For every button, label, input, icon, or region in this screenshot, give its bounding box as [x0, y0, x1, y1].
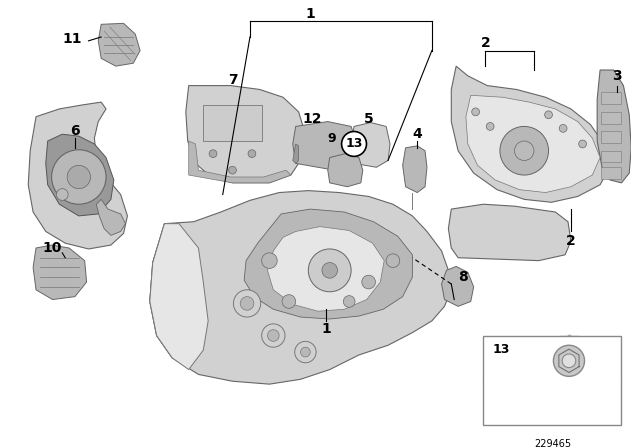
Circle shape — [362, 275, 376, 289]
Circle shape — [262, 253, 277, 268]
Circle shape — [56, 189, 68, 200]
Text: 5: 5 — [364, 112, 374, 125]
Text: 4: 4 — [412, 127, 422, 141]
Polygon shape — [466, 95, 600, 193]
Text: 13: 13 — [346, 138, 363, 151]
Polygon shape — [601, 167, 621, 179]
Polygon shape — [99, 23, 140, 66]
Polygon shape — [601, 92, 621, 104]
Polygon shape — [33, 245, 86, 300]
Polygon shape — [186, 86, 305, 183]
Polygon shape — [292, 121, 357, 170]
Circle shape — [308, 249, 351, 292]
Polygon shape — [150, 224, 208, 370]
Text: 11: 11 — [62, 32, 82, 46]
Circle shape — [67, 165, 90, 189]
Text: 2: 2 — [481, 36, 490, 50]
Text: 229465: 229465 — [534, 439, 571, 448]
Polygon shape — [601, 151, 621, 163]
Polygon shape — [351, 123, 390, 167]
Polygon shape — [96, 199, 125, 235]
Circle shape — [282, 295, 296, 308]
Text: 8: 8 — [458, 270, 468, 284]
Text: 6: 6 — [70, 124, 80, 138]
Polygon shape — [150, 224, 179, 360]
Text: 10: 10 — [43, 241, 62, 255]
Polygon shape — [189, 141, 291, 183]
Polygon shape — [292, 144, 299, 164]
Polygon shape — [451, 66, 610, 202]
Polygon shape — [28, 102, 127, 249]
Circle shape — [228, 166, 236, 174]
Circle shape — [486, 123, 494, 130]
Circle shape — [234, 290, 260, 317]
Text: 12: 12 — [303, 112, 322, 125]
Circle shape — [554, 345, 584, 376]
Polygon shape — [328, 154, 363, 187]
Circle shape — [472, 108, 479, 116]
Circle shape — [248, 150, 256, 158]
Circle shape — [240, 297, 254, 310]
Circle shape — [301, 347, 310, 357]
Text: 13: 13 — [492, 343, 509, 356]
Polygon shape — [403, 146, 427, 193]
Circle shape — [343, 296, 355, 307]
Circle shape — [294, 341, 316, 363]
Circle shape — [579, 140, 586, 148]
Text: 1: 1 — [305, 7, 315, 21]
Circle shape — [515, 141, 534, 160]
Circle shape — [500, 126, 548, 175]
Polygon shape — [150, 190, 451, 384]
Polygon shape — [601, 131, 621, 143]
Circle shape — [562, 354, 576, 368]
Circle shape — [559, 125, 567, 132]
Text: 1: 1 — [321, 322, 331, 336]
Text: 9: 9 — [327, 132, 336, 145]
Polygon shape — [45, 134, 114, 216]
Polygon shape — [244, 209, 412, 319]
Circle shape — [322, 263, 337, 278]
Polygon shape — [442, 267, 474, 306]
Text: 7: 7 — [228, 73, 237, 87]
Polygon shape — [597, 70, 631, 183]
Polygon shape — [449, 204, 571, 261]
Text: 2: 2 — [566, 234, 576, 248]
Polygon shape — [601, 112, 621, 124]
Bar — [483, 336, 621, 425]
Polygon shape — [268, 227, 384, 311]
Circle shape — [545, 111, 552, 119]
Circle shape — [209, 150, 217, 158]
Circle shape — [268, 330, 279, 341]
Polygon shape — [204, 105, 262, 141]
Circle shape — [262, 324, 285, 347]
Circle shape — [52, 150, 106, 204]
Text: 3: 3 — [612, 69, 621, 83]
Circle shape — [386, 254, 400, 267]
